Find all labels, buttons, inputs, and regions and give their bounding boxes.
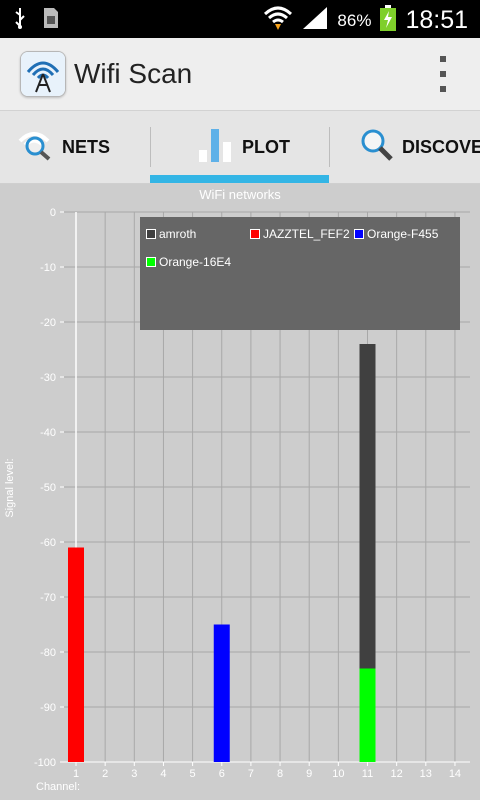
tab-plot[interactable]: PLOT [198, 111, 290, 183]
x-tick-label: 9 [306, 768, 312, 780]
clock: 18:51 [405, 6, 468, 34]
legend-item: amroth [146, 227, 196, 241]
app-title: Wifi Scan [74, 58, 193, 89]
y-tick-label: 0 [50, 207, 56, 219]
legend-label: Orange-16E4 [159, 255, 232, 269]
x-tick-label: 8 [277, 768, 283, 780]
x-tick-label: 11 [362, 768, 373, 780]
sim-card-icon [42, 6, 60, 35]
tab-nets-label: NETS [62, 136, 111, 157]
legend-label: JAZZTEL_FEF2 [263, 227, 350, 241]
y-tick-label: -70 [40, 592, 56, 604]
chart-legend: amroth JAZZTEL_FEF2 Orange-F455 Orange-1… [140, 217, 460, 330]
battery-charging-icon [379, 4, 397, 37]
y-tick-label: -20 [40, 317, 56, 329]
magnifier-icon [360, 128, 394, 167]
x-tick-label: 1 [73, 768, 79, 780]
tab-discover[interactable]: DISCOVER [360, 111, 480, 183]
y-tick-label: -30 [40, 372, 56, 384]
battery-percentage: 86% [337, 10, 372, 30]
x-tick-label: 12 [391, 768, 403, 780]
bar-chart-icon [198, 128, 234, 167]
cell-signal-icon [301, 5, 329, 36]
chart-bars [68, 344, 376, 762]
action-bar: Wifi Scan [0, 38, 480, 111]
overflow-dot [440, 56, 446, 62]
tab-plot-label: PLOT [242, 136, 290, 157]
y-tick-label: -10 [40, 262, 56, 274]
legend-item: JAZZTEL_FEF2 [250, 227, 350, 241]
x-tick-label: 10 [332, 768, 344, 780]
tab-bar: NETS PLOT DISCOVER [0, 111, 480, 184]
tab-nets[interactable]: NETS [18, 111, 110, 183]
y-tick-label: -100 [34, 757, 56, 769]
x-tick-label: 5 [190, 768, 196, 780]
y-tick-label: -60 [40, 537, 56, 549]
chart-title: WiFi networks [199, 187, 281, 202]
x-tick-label: 2 [102, 768, 108, 780]
legend-label: amroth [159, 227, 197, 241]
legend-label: Orange-F455 [367, 227, 439, 241]
legend-swatch [354, 229, 364, 239]
status-bar: 86% 18:51 [0, 0, 480, 38]
legend-item: Orange-16E4 [146, 255, 231, 269]
x-tick-label: 3 [131, 768, 137, 780]
active-tab-indicator [150, 175, 329, 183]
y-tick-label: -90 [40, 702, 56, 714]
wifi-search-icon [18, 129, 54, 166]
signal-bar [359, 668, 376, 762]
x-tick-label: 14 [449, 768, 461, 780]
x-tick-label: 13 [420, 768, 432, 780]
app-logo-icon [20, 51, 66, 97]
overflow-dot [440, 86, 446, 92]
y-tick-label: -40 [40, 427, 56, 439]
x-tick-label: 6 [219, 768, 225, 780]
y-tick-label: -80 [40, 647, 56, 659]
usb-icon [10, 6, 30, 35]
legend-swatch [250, 229, 260, 239]
wifi-signal-icon [263, 5, 293, 36]
x-tick-label: 4 [160, 768, 166, 780]
y-axis-label: Signal level: [4, 458, 16, 518]
legend-swatch [146, 257, 156, 267]
signal-bar [359, 344, 376, 762]
x-tick-label: 7 [248, 768, 254, 780]
tab-discover-label: DISCOVER [402, 136, 480, 157]
y-tick-label: -50 [40, 482, 56, 494]
tab-divider [329, 127, 330, 167]
signal-bar [68, 547, 84, 762]
tab-divider [150, 127, 151, 167]
legend-swatch [146, 229, 156, 239]
legend-item: Orange-F455 [354, 227, 438, 241]
signal-bar [213, 624, 230, 762]
overflow-menu-button[interactable] [436, 56, 450, 92]
x-axis-label: Channel: [36, 781, 81, 793]
overflow-dot [440, 71, 446, 77]
